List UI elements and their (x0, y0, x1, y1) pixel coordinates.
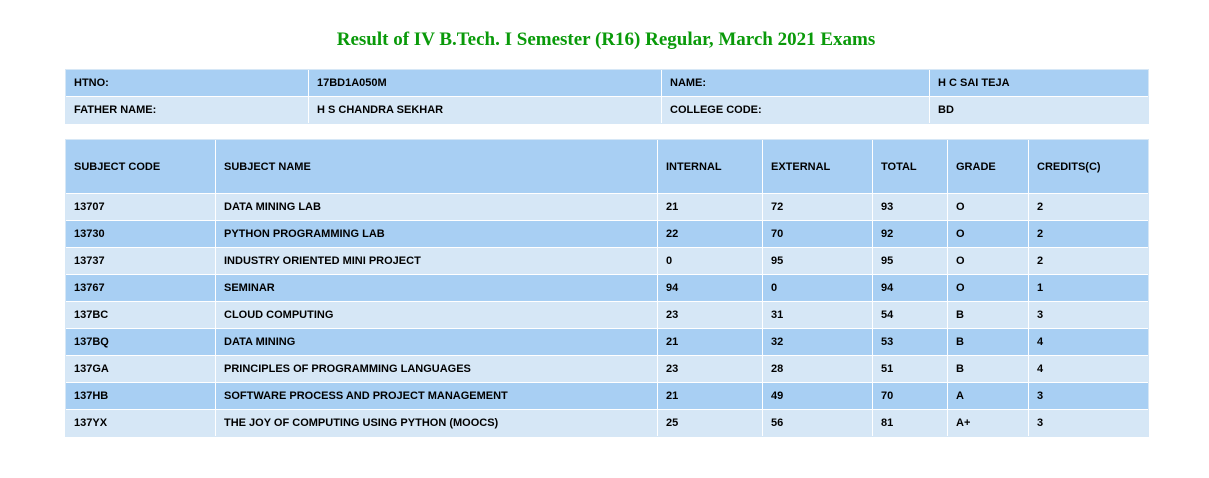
grade: A (948, 383, 1029, 410)
subject-code: 137HB (66, 383, 216, 410)
credits: 3 (1029, 302, 1148, 329)
subject-code: 13767 (66, 275, 216, 302)
grade: B (948, 302, 1029, 329)
student-info-row: HTNO: 17BD1A050M NAME: H C SAI TEJA (66, 70, 1148, 97)
external-marks: 70 (763, 221, 873, 248)
student-info-row: FATHER NAME: H S CHANDRA SEKHAR COLLEGE … (66, 97, 1148, 123)
college-code-value: BD (930, 97, 1148, 123)
grade: O (948, 221, 1029, 248)
header-total: TOTAL (873, 140, 948, 194)
total-marks: 95 (873, 248, 948, 275)
table-row: 13767 SEMINAR 94 0 94 O 1 (66, 275, 1148, 302)
table-row: 137GA PRINCIPLES OF PROGRAMMING LANGUAGE… (66, 356, 1148, 383)
internal-marks: 23 (658, 356, 763, 383)
results-table: SUBJECT CODE SUBJECT NAME INTERNAL EXTER… (65, 139, 1149, 437)
table-row: 137BC CLOUD COMPUTING 23 31 54 B 3 (66, 302, 1148, 329)
name-value: H C SAI TEJA (930, 70, 1148, 97)
total-marks: 70 (873, 383, 948, 410)
father-name-value: H S CHANDRA SEKHAR (309, 97, 662, 123)
results-header-row: SUBJECT CODE SUBJECT NAME INTERNAL EXTER… (66, 140, 1148, 194)
total-marks: 51 (873, 356, 948, 383)
external-marks: 72 (763, 194, 873, 221)
table-row: 13707 DATA MINING LAB 21 72 93 O 2 (66, 194, 1148, 221)
htno-value: 17BD1A050M (309, 70, 662, 97)
subject-code: 13707 (66, 194, 216, 221)
table-row: 137HB SOFTWARE PROCESS AND PROJECT MANAG… (66, 383, 1148, 410)
grade: O (948, 248, 1029, 275)
header-grade: GRADE (948, 140, 1029, 194)
header-subject-code: SUBJECT CODE (66, 140, 216, 194)
total-marks: 53 (873, 329, 948, 356)
internal-marks: 25 (658, 410, 763, 436)
subject-name: THE JOY OF COMPUTING USING PYTHON (MOOCS… (216, 410, 658, 436)
subject-name: DATA MINING LAB (216, 194, 658, 221)
grade: A+ (948, 410, 1029, 436)
subject-name: SEMINAR (216, 275, 658, 302)
total-marks: 93 (873, 194, 948, 221)
grade: O (948, 275, 1029, 302)
credits: 4 (1029, 356, 1148, 383)
external-marks: 0 (763, 275, 873, 302)
subject-name: INDUSTRY ORIENTED MINI PROJECT (216, 248, 658, 275)
credits: 2 (1029, 221, 1148, 248)
credits: 2 (1029, 194, 1148, 221)
grade: O (948, 194, 1029, 221)
internal-marks: 21 (658, 383, 763, 410)
header-credits: CREDITS(C) (1029, 140, 1148, 194)
header-subject-name: SUBJECT NAME (216, 140, 658, 194)
subject-name: SOFTWARE PROCESS AND PROJECT MANAGEMENT (216, 383, 658, 410)
subject-code: 137BC (66, 302, 216, 329)
total-marks: 54 (873, 302, 948, 329)
external-marks: 28 (763, 356, 873, 383)
credits: 3 (1029, 410, 1148, 436)
htno-label: HTNO: (66, 70, 309, 97)
external-marks: 32 (763, 329, 873, 356)
credits: 2 (1029, 248, 1148, 275)
subject-code: 137BQ (66, 329, 216, 356)
grade: B (948, 356, 1029, 383)
internal-marks: 22 (658, 221, 763, 248)
grade: B (948, 329, 1029, 356)
subject-name: DATA MINING (216, 329, 658, 356)
external-marks: 49 (763, 383, 873, 410)
table-row: 137BQ DATA MINING 21 32 53 B 4 (66, 329, 1148, 356)
table-row: 13730 PYTHON PROGRAMMING LAB 22 70 92 O … (66, 221, 1148, 248)
subject-code: 13730 (66, 221, 216, 248)
external-marks: 56 (763, 410, 873, 436)
internal-marks: 0 (658, 248, 763, 275)
father-name-label: FATHER NAME: (66, 97, 309, 123)
external-marks: 31 (763, 302, 873, 329)
total-marks: 92 (873, 221, 948, 248)
table-row: 13737 INDUSTRY ORIENTED MINI PROJECT 0 9… (66, 248, 1148, 275)
internal-marks: 21 (658, 329, 763, 356)
subject-code: 137YX (66, 410, 216, 436)
total-marks: 94 (873, 275, 948, 302)
student-info-table: HTNO: 17BD1A050M NAME: H C SAI TEJA FATH… (65, 69, 1149, 124)
credits: 4 (1029, 329, 1148, 356)
external-marks: 95 (763, 248, 873, 275)
internal-marks: 23 (658, 302, 763, 329)
credits: 3 (1029, 383, 1148, 410)
internal-marks: 94 (658, 275, 763, 302)
subject-name: PRINCIPLES OF PROGRAMMING LANGUAGES (216, 356, 658, 383)
college-code-label: COLLEGE CODE: (662, 97, 930, 123)
header-internal: INTERNAL (658, 140, 763, 194)
internal-marks: 21 (658, 194, 763, 221)
subject-name: PYTHON PROGRAMMING LAB (216, 221, 658, 248)
name-label: NAME: (662, 70, 930, 97)
header-external: EXTERNAL (763, 140, 873, 194)
subject-code: 13737 (66, 248, 216, 275)
subject-name: CLOUD COMPUTING (216, 302, 658, 329)
total-marks: 81 (873, 410, 948, 436)
page-title: Result of IV B.Tech. I Semester (R16) Re… (336, 29, 876, 50)
subject-code: 137GA (66, 356, 216, 383)
table-row: 137YX THE JOY OF COMPUTING USING PYTHON … (66, 410, 1148, 436)
credits: 1 (1029, 275, 1148, 302)
